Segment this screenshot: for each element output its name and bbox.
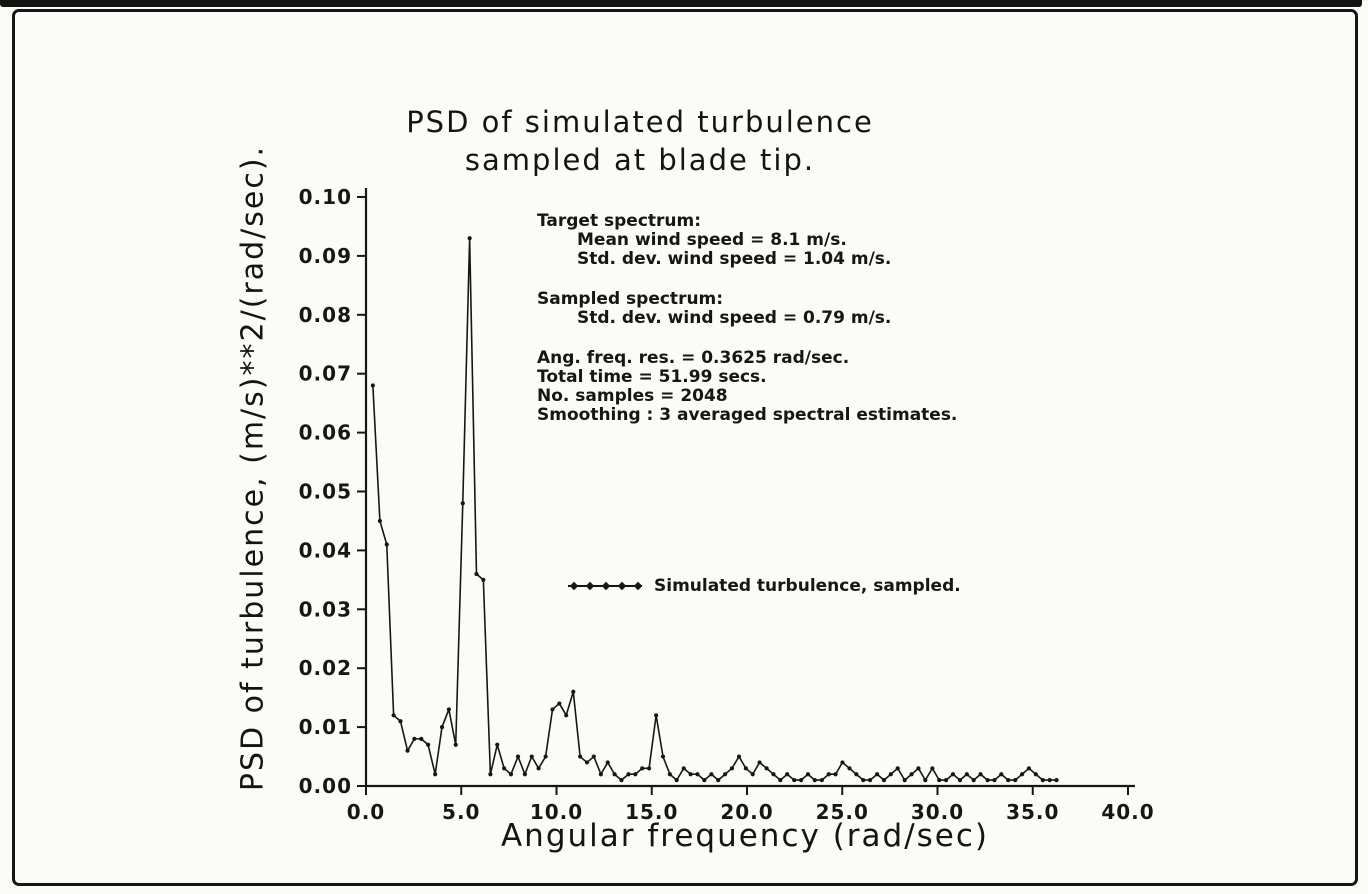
target-spectrum-group: Target spectrum: Mean wind speed = 8.1 m… — [537, 212, 1017, 269]
total-time: Total time = 51.99 secs. — [537, 367, 767, 387]
svg-text:30.0: 30.0 — [911, 800, 964, 824]
y-axis-label: PSD of turbulence, (m/s)**2/(rad/sec). — [235, 144, 271, 792]
sampled-spectrum-group: Sampled spectrum: Std. dev. wind speed =… — [537, 290, 1017, 328]
y-ticks: 0.00 0.01 0.02 0.03 0.04 0.05 0.06 0.07 0.08 0.09… — [299, 185, 366, 798]
svg-text:0.03: 0.03 — [299, 597, 352, 621]
svg-text:5.0: 5.0 — [442, 800, 480, 824]
svg-text:0.04: 0.04 — [299, 538, 352, 562]
chart-title-line2: sampled at blade tip. — [464, 143, 816, 177]
scan-edge-artifact — [0, 0, 1362, 7]
smoothing: Smoothing : 3 averaged spectral estimate… — [537, 405, 958, 425]
svg-text:0.02: 0.02 — [299, 656, 352, 680]
sampled-std-dev-wind-speed: Std. dev. wind speed = 0.79 m/s. — [577, 308, 892, 328]
num-samples: No. samples = 2048 — [537, 386, 728, 406]
svg-text:0.0: 0.0 — [347, 800, 385, 824]
parameters-group: Ang. freq. res. = 0.3625 rad/sec. Total … — [537, 349, 1017, 425]
svg-text:40.0: 40.0 — [1101, 800, 1154, 824]
svg-text:35.0: 35.0 — [1006, 800, 1059, 824]
legend: Simulated turbulence, sampled. — [566, 576, 961, 596]
legend-label: Simulated turbulence, sampled. — [654, 576, 961, 596]
axes — [364, 188, 1135, 788]
svg-text:0.10: 0.10 — [299, 185, 352, 209]
sampled-spectrum-header: Sampled spectrum: — [537, 289, 724, 309]
svg-text:0.00: 0.00 — [299, 774, 352, 798]
svg-text:0.07: 0.07 — [299, 362, 352, 386]
svg-text:0.01: 0.01 — [299, 715, 352, 739]
target-mean-wind-speed: Mean wind speed = 8.1 m/s. — [577, 230, 847, 250]
svg-text:10.0: 10.0 — [530, 800, 583, 824]
svg-text:0.09: 0.09 — [299, 244, 352, 268]
x-ticks: 0.0 5.0 10.0 15.0 20.0 25.0 30.0 35.0 40.0 — [347, 786, 1154, 824]
legend-marker-icon — [568, 581, 643, 591]
chart-title: PSD of simulated turbulence sampled at b… — [290, 103, 990, 179]
svg-text:0.08: 0.08 — [299, 303, 352, 327]
annotation-block: Target spectrum: Mean wind speed = 8.1 m… — [537, 212, 1017, 446]
ang-freq-res: Ang. freq. res. = 0.3625 rad/sec. — [537, 348, 850, 368]
psd-plot: 0.00 0.01 0.02 0.03 0.04 0.05 0.06 0.07 0.08 0.09… — [299, 185, 1154, 824]
series-simulated-turbulence — [370, 236, 1059, 783]
svg-text:0.05: 0.05 — [299, 480, 352, 504]
chart-title-line1: PSD of simulated turbulence — [406, 105, 874, 139]
svg-text:15.0: 15.0 — [625, 800, 678, 824]
target-spectrum-header: Target spectrum: — [537, 211, 702, 231]
svg-text:0.06: 0.06 — [299, 421, 352, 445]
svg-text:20.0: 20.0 — [720, 800, 773, 824]
x-axis-label: Angular frequency (rad/sec) — [500, 818, 990, 854]
target-std-dev-wind-speed: Std. dev. wind speed = 1.04 m/s. — [577, 249, 892, 269]
svg-text:25.0: 25.0 — [816, 800, 869, 824]
